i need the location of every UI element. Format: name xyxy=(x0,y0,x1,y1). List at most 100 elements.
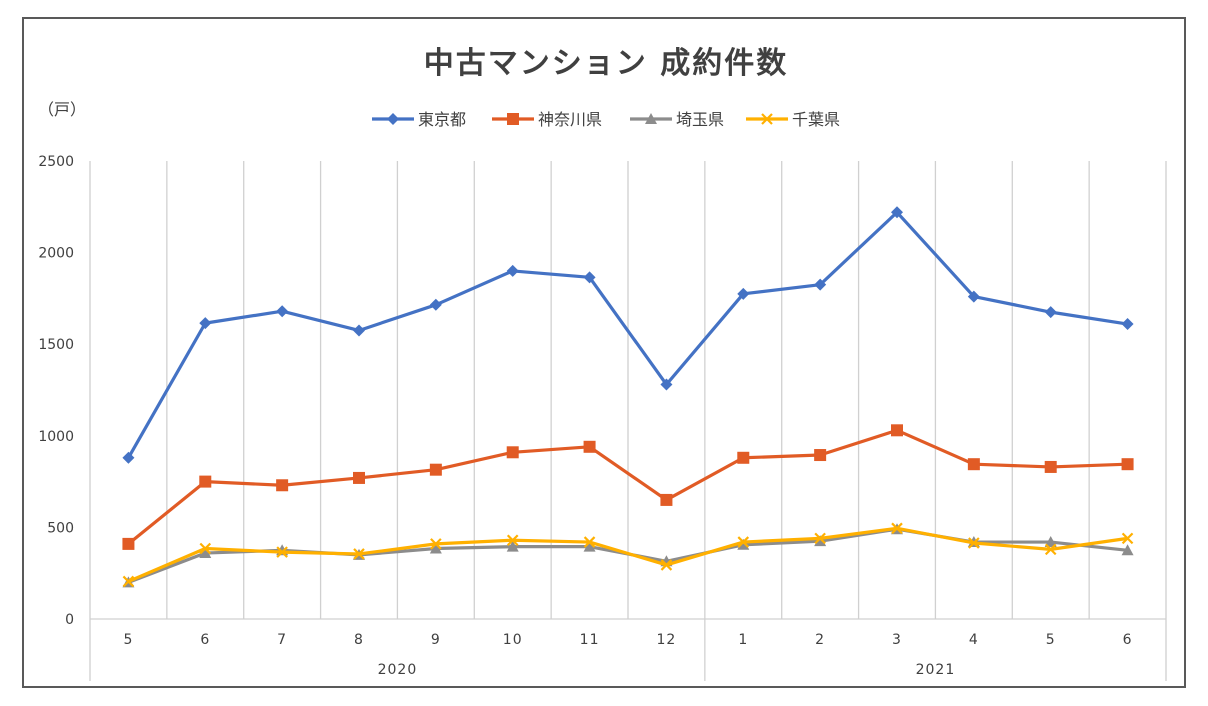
data-point-x xyxy=(660,559,673,571)
x-tick-label: 2 xyxy=(815,632,825,648)
series-line xyxy=(127,428,1128,546)
data-point-square xyxy=(429,463,442,476)
x-tick-label: 10 xyxy=(503,632,523,648)
data-point-square xyxy=(506,446,519,459)
data-point-diamond xyxy=(429,298,442,311)
x-tick-label: 6 xyxy=(1123,632,1133,648)
data-point-triangle xyxy=(1121,544,1134,556)
data-point-x-stroke xyxy=(583,536,596,548)
data-point-diamond xyxy=(353,324,365,337)
y-tick-label: 1500 xyxy=(38,337,74,353)
data-point-diamond xyxy=(583,271,596,284)
data-point-square xyxy=(583,440,596,453)
data-point-square xyxy=(1121,458,1134,471)
data-point-x-stroke xyxy=(891,522,903,535)
series-2 xyxy=(122,424,1134,550)
data-point-triangle xyxy=(429,542,442,554)
y-tick-label: 500 xyxy=(47,520,74,536)
data-point-diamond xyxy=(814,278,827,291)
data-point-triangle xyxy=(199,547,212,559)
series-group xyxy=(122,206,1134,588)
data-point-x-stroke xyxy=(737,536,750,548)
data-point-x-stroke xyxy=(353,548,365,560)
year-group-label: 2021 xyxy=(916,662,956,678)
data-point-triangle xyxy=(583,540,596,552)
data-point-diamond xyxy=(891,206,903,219)
data-point-square xyxy=(891,424,903,437)
data-point-square xyxy=(122,537,135,550)
data-point-x xyxy=(276,546,288,558)
y-tick-label: 1000 xyxy=(38,429,74,445)
data-point-x-stroke xyxy=(814,532,826,545)
data-point-diamond xyxy=(967,290,980,303)
data-point-x-stroke xyxy=(199,542,212,555)
data-point-x xyxy=(122,575,135,588)
x-tick-label: 7 xyxy=(277,632,287,648)
legend-label: 東京都 xyxy=(418,110,466,129)
y-tick-label: 2000 xyxy=(38,246,74,262)
data-point-diamond xyxy=(660,378,673,391)
data-point-diamond xyxy=(122,451,135,464)
y-axis: 0 500 1000 1500 2000 2500 xyxy=(38,154,74,628)
data-point-square xyxy=(276,479,289,492)
legend-item: 埼玉県 xyxy=(630,110,724,129)
data-point-diamond xyxy=(506,264,519,277)
series-4 xyxy=(122,522,1134,588)
y-tick-label: 0 xyxy=(65,612,74,628)
x-tick-label: 12 xyxy=(657,632,677,648)
legend: 東京都 神奈川県 埼玉県 千葉県 xyxy=(372,110,840,129)
chart-frame: 中古マンション 成約件数 （戸） 東京都 神奈川県 埼玉県 千葉県 0 500 1000 1… xyxy=(22,17,1186,688)
legend-label: 千葉県 xyxy=(792,110,840,129)
data-point-triangle xyxy=(814,535,827,547)
data-point-x-stroke xyxy=(761,113,773,125)
series-1 xyxy=(122,206,1134,464)
data-point-square xyxy=(737,451,750,464)
x-tick-label: 4 xyxy=(969,632,979,648)
data-point-x xyxy=(737,536,750,548)
line-chart: 中古マンション 成約件数 （戸） 東京都 神奈川県 埼玉県 千葉県 0 500 1000 1… xyxy=(38,46,1167,681)
data-point-x-stroke xyxy=(1044,543,1057,556)
data-point-triangle xyxy=(737,538,750,550)
data-point-square xyxy=(507,113,519,125)
data-point-diamond xyxy=(276,305,289,318)
data-point-diamond xyxy=(1121,318,1134,331)
data-point-square xyxy=(660,493,673,506)
data-point-x xyxy=(761,113,773,125)
data-point-x-stroke xyxy=(276,546,288,558)
data-point-square xyxy=(199,475,212,488)
data-point-triangle xyxy=(1044,536,1057,548)
legend-item: 東京都 xyxy=(372,110,466,129)
x-tick-label: 1 xyxy=(738,632,748,648)
x-tick-label: 5 xyxy=(123,632,133,648)
data-point-square xyxy=(814,449,827,462)
legend-label: 神奈川県 xyxy=(538,110,602,129)
data-point-square xyxy=(353,471,365,484)
x-tick-label: 3 xyxy=(892,632,902,648)
year-group-label: 2020 xyxy=(378,662,418,678)
y-tick-label: 2500 xyxy=(38,154,74,170)
data-point-triangle xyxy=(506,540,519,552)
data-point-x xyxy=(430,538,442,550)
y-axis-unit-label: （戸） xyxy=(38,100,86,119)
data-point-x-stroke xyxy=(660,559,673,571)
data-point-x-stroke xyxy=(430,538,442,550)
x-tick-label: 8 xyxy=(354,632,364,648)
data-point-x-stroke xyxy=(122,575,135,588)
chart-title: 中古マンション 成約件数 xyxy=(424,46,788,81)
data-point-square xyxy=(1044,460,1057,473)
data-point-x-stroke xyxy=(1121,532,1134,545)
data-point-x xyxy=(814,532,826,545)
x-tick-label: 6 xyxy=(200,632,210,648)
data-point-diamond xyxy=(737,287,750,300)
x-tick-label: 5 xyxy=(1046,632,1056,648)
data-point-diamond xyxy=(387,113,399,125)
data-point-x xyxy=(353,548,365,560)
data-point-diamond xyxy=(199,317,212,330)
x-tick-label: 11 xyxy=(580,632,600,648)
legend-item: 神奈川県 xyxy=(492,110,602,129)
data-point-x xyxy=(506,534,519,547)
series-line xyxy=(127,210,1128,459)
data-point-triangle xyxy=(645,113,657,124)
data-point-x xyxy=(583,536,596,548)
